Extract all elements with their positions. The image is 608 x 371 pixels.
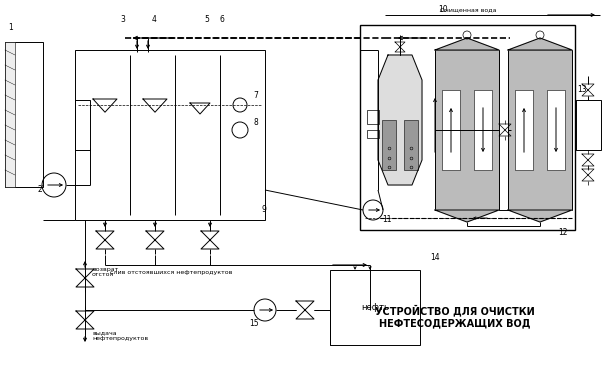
Bar — [367, 110, 379, 124]
Text: 11: 11 — [382, 215, 392, 224]
Bar — [442, 90, 460, 170]
Polygon shape — [508, 38, 572, 50]
Polygon shape — [508, 210, 572, 222]
Bar — [5, 42, 15, 187]
Bar — [367, 130, 379, 138]
Polygon shape — [378, 55, 422, 185]
Bar — [508, 50, 572, 210]
Bar — [330, 270, 420, 345]
Polygon shape — [435, 210, 499, 222]
Bar — [404, 120, 418, 170]
Text: 3: 3 — [120, 15, 125, 24]
Text: УСТРОЙСТВО ДЛЯ ОЧИСТКИ
НЕФТЕСОДЕРЖАЩИХ ВОД: УСТРОЙСТВО ДЛЯ ОЧИСТКИ НЕФТЕСОДЕРЖАЩИХ В… — [375, 305, 535, 328]
Bar — [382, 120, 396, 170]
Text: 8: 8 — [253, 118, 258, 127]
Bar — [75, 50, 265, 220]
Text: 9: 9 — [262, 205, 267, 214]
Text: 4: 4 — [152, 15, 157, 24]
Text: возврат
отстоя: возврат отстоя — [92, 267, 118, 278]
Text: Очищенная вода: Очищенная вода — [440, 7, 497, 12]
Text: нефть: нефть — [361, 303, 389, 312]
Polygon shape — [435, 38, 499, 50]
Text: 7: 7 — [253, 91, 258, 100]
Bar — [515, 90, 533, 170]
Bar — [474, 90, 492, 170]
Text: выдача
нефтепродуктов: выдача нефтепродуктов — [92, 330, 148, 341]
Text: 2: 2 — [38, 185, 43, 194]
Text: слив отстоявшихся нефтепродуктов: слив отстоявшихся нефтепродуктов — [110, 270, 232, 275]
Text: 13: 13 — [577, 85, 587, 94]
Bar — [547, 90, 565, 170]
Text: 12: 12 — [558, 228, 567, 237]
Text: 1: 1 — [8, 23, 13, 32]
Bar — [5, 42, 43, 187]
Bar — [435, 50, 499, 210]
Bar — [576, 100, 601, 150]
Bar — [75, 100, 90, 150]
Text: 14: 14 — [430, 253, 440, 262]
Text: 5: 5 — [204, 15, 209, 24]
Text: 10: 10 — [438, 5, 447, 14]
Text: 6: 6 — [220, 15, 225, 24]
Text: 15: 15 — [249, 319, 258, 328]
Bar — [360, 25, 575, 230]
